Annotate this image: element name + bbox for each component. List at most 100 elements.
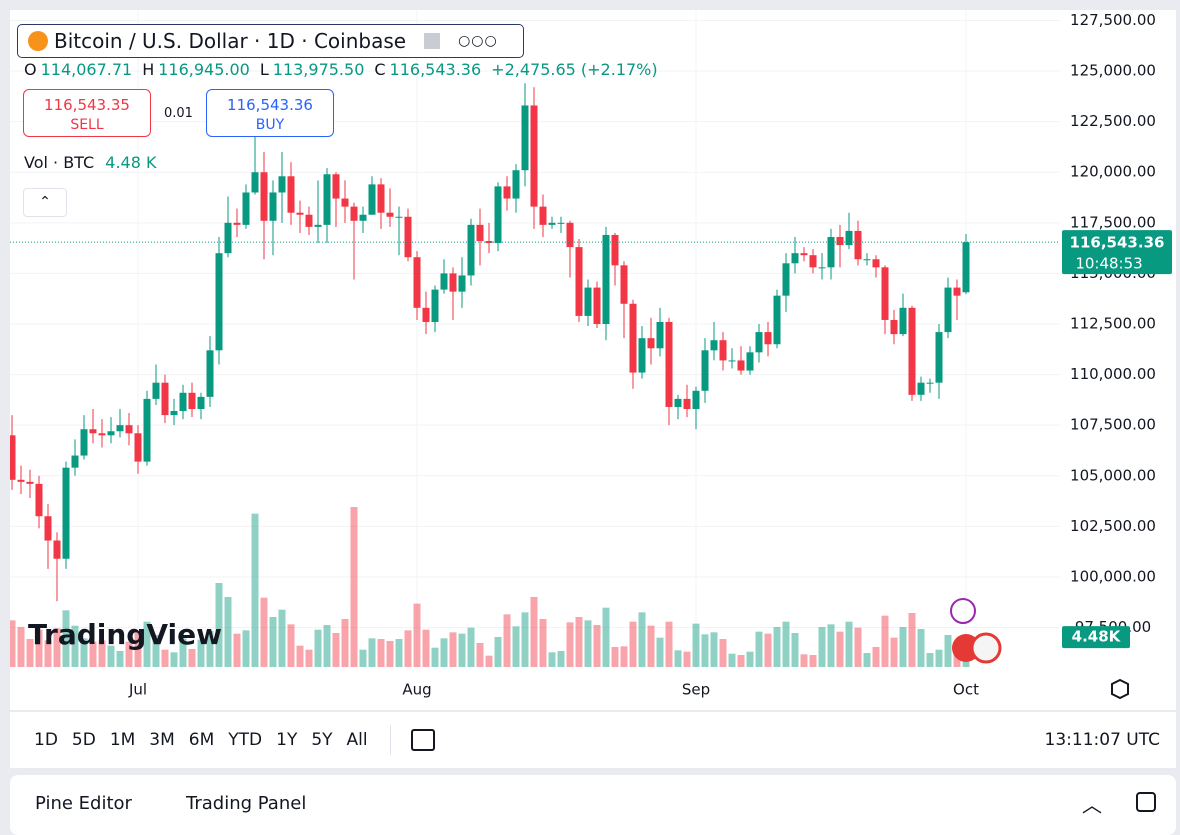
assistant-icon[interactable] (950, 598, 976, 624)
volume-bar (449, 632, 457, 667)
volume-bar (512, 626, 520, 667)
range-button[interactable]: All (346, 730, 368, 750)
candle-body (350, 206, 358, 221)
volume-bar (494, 637, 502, 667)
volume-bar (818, 627, 826, 667)
volume-bar (881, 615, 889, 667)
candle-body (863, 259, 871, 261)
volume-bar (503, 614, 511, 667)
candle-body (269, 192, 277, 221)
volume-bar (116, 651, 124, 667)
panel-tab[interactable]: Trading Panel (186, 793, 307, 814)
volume-bar (206, 631, 214, 667)
volume-bar (728, 653, 736, 667)
volume-bar (701, 634, 709, 667)
candle-body (908, 307, 916, 395)
expand-icon[interactable]: ︿ (1082, 793, 1102, 817)
candle-body (260, 172, 268, 221)
volume-bar (908, 613, 916, 667)
sell-price: 116,543.35 (44, 96, 130, 114)
candle-body (494, 186, 502, 244)
candle-body (242, 192, 250, 225)
ohlc-key: O (24, 60, 37, 79)
candle-body (791, 253, 799, 264)
candle-body (377, 184, 385, 213)
volume-bar (134, 631, 142, 667)
candle-body (467, 224, 475, 276)
volume-bar (170, 652, 178, 667)
y-tick-label: 107,500.00 (1070, 416, 1156, 434)
volume-legend: Vol · BTC 4.48 K (24, 153, 156, 172)
candle-body (26, 481, 34, 484)
settings-icon[interactable] (1111, 678, 1129, 700)
candle-body (782, 263, 790, 296)
range-button[interactable]: 6M (188, 730, 215, 750)
volume-bar (746, 651, 754, 667)
candle-body (71, 455, 79, 468)
candle-body (611, 234, 619, 266)
volume-bar (440, 638, 448, 667)
date-range-icon[interactable] (410, 729, 435, 751)
range-button[interactable]: 5Y (311, 730, 333, 750)
volume-bar (737, 655, 745, 667)
maximize-icon[interactable] (1136, 792, 1156, 812)
candle-body (656, 321, 664, 349)
candle-body (548, 222, 556, 225)
candle-body (854, 230, 862, 260)
candle-body (359, 214, 367, 221)
candle-body (233, 222, 241, 225)
volume-bar (710, 632, 718, 667)
sell-button[interactable]: 116,543.35 SELL (23, 89, 151, 137)
volume-bar (44, 640, 52, 667)
volume-bar (26, 639, 34, 667)
candle-body (539, 206, 547, 225)
candle-body (296, 212, 304, 215)
volume-bar (404, 630, 412, 667)
volume-bar (233, 633, 241, 667)
volume-bar (35, 629, 43, 667)
volume-bar (287, 624, 295, 667)
event-flag[interactable] (970, 632, 1002, 664)
candle-body (278, 176, 286, 193)
candle-body (836, 236, 844, 246)
volume-bar (152, 635, 160, 667)
collapse-button[interactable]: ⌃ (23, 188, 67, 217)
candle-body (305, 214, 313, 227)
candle-body (728, 360, 736, 362)
flag-icon[interactable] (424, 33, 441, 49)
buy-button[interactable]: 116,543.36 BUY (206, 89, 334, 137)
y-tick-label: 110,000.00 (1070, 365, 1156, 383)
volume-bar (521, 612, 529, 667)
panel-tab[interactable]: Pine Editor (35, 793, 132, 814)
candle-body (440, 273, 448, 290)
volume-bar (215, 583, 223, 667)
range-button[interactable]: 1D (34, 730, 58, 750)
candle-body (701, 350, 709, 391)
candle-body (566, 222, 574, 248)
candle-body (449, 273, 457, 292)
candle-body (710, 340, 718, 351)
sell-label: SELL (70, 117, 104, 133)
more-icon[interactable]: ○○○ (458, 33, 498, 49)
candle-body (287, 176, 295, 213)
volume-bar (845, 621, 853, 667)
candle-body (872, 259, 880, 268)
candle-body (206, 350, 214, 397)
coin-icon (28, 31, 48, 51)
range-button[interactable]: 3M (149, 730, 175, 750)
candle-body (827, 236, 835, 268)
candle-body (62, 467, 70, 559)
volume-bar (80, 638, 88, 667)
volume-bar (944, 635, 952, 667)
symbol-box[interactable]: Bitcoin / U.S. Dollar · 1D · Coinbase ○○… (17, 24, 524, 58)
candle-body (98, 433, 106, 436)
volume-bar (872, 647, 880, 667)
range-button[interactable]: 1M (109, 730, 136, 750)
range-button[interactable]: 5D (71, 730, 96, 750)
volume-bar (863, 653, 871, 667)
volume-bar (476, 643, 484, 667)
range-button[interactable]: YTD (228, 730, 263, 750)
candle-body (215, 253, 223, 351)
candle-body (386, 212, 394, 217)
range-button[interactable]: 1Y (276, 730, 298, 750)
